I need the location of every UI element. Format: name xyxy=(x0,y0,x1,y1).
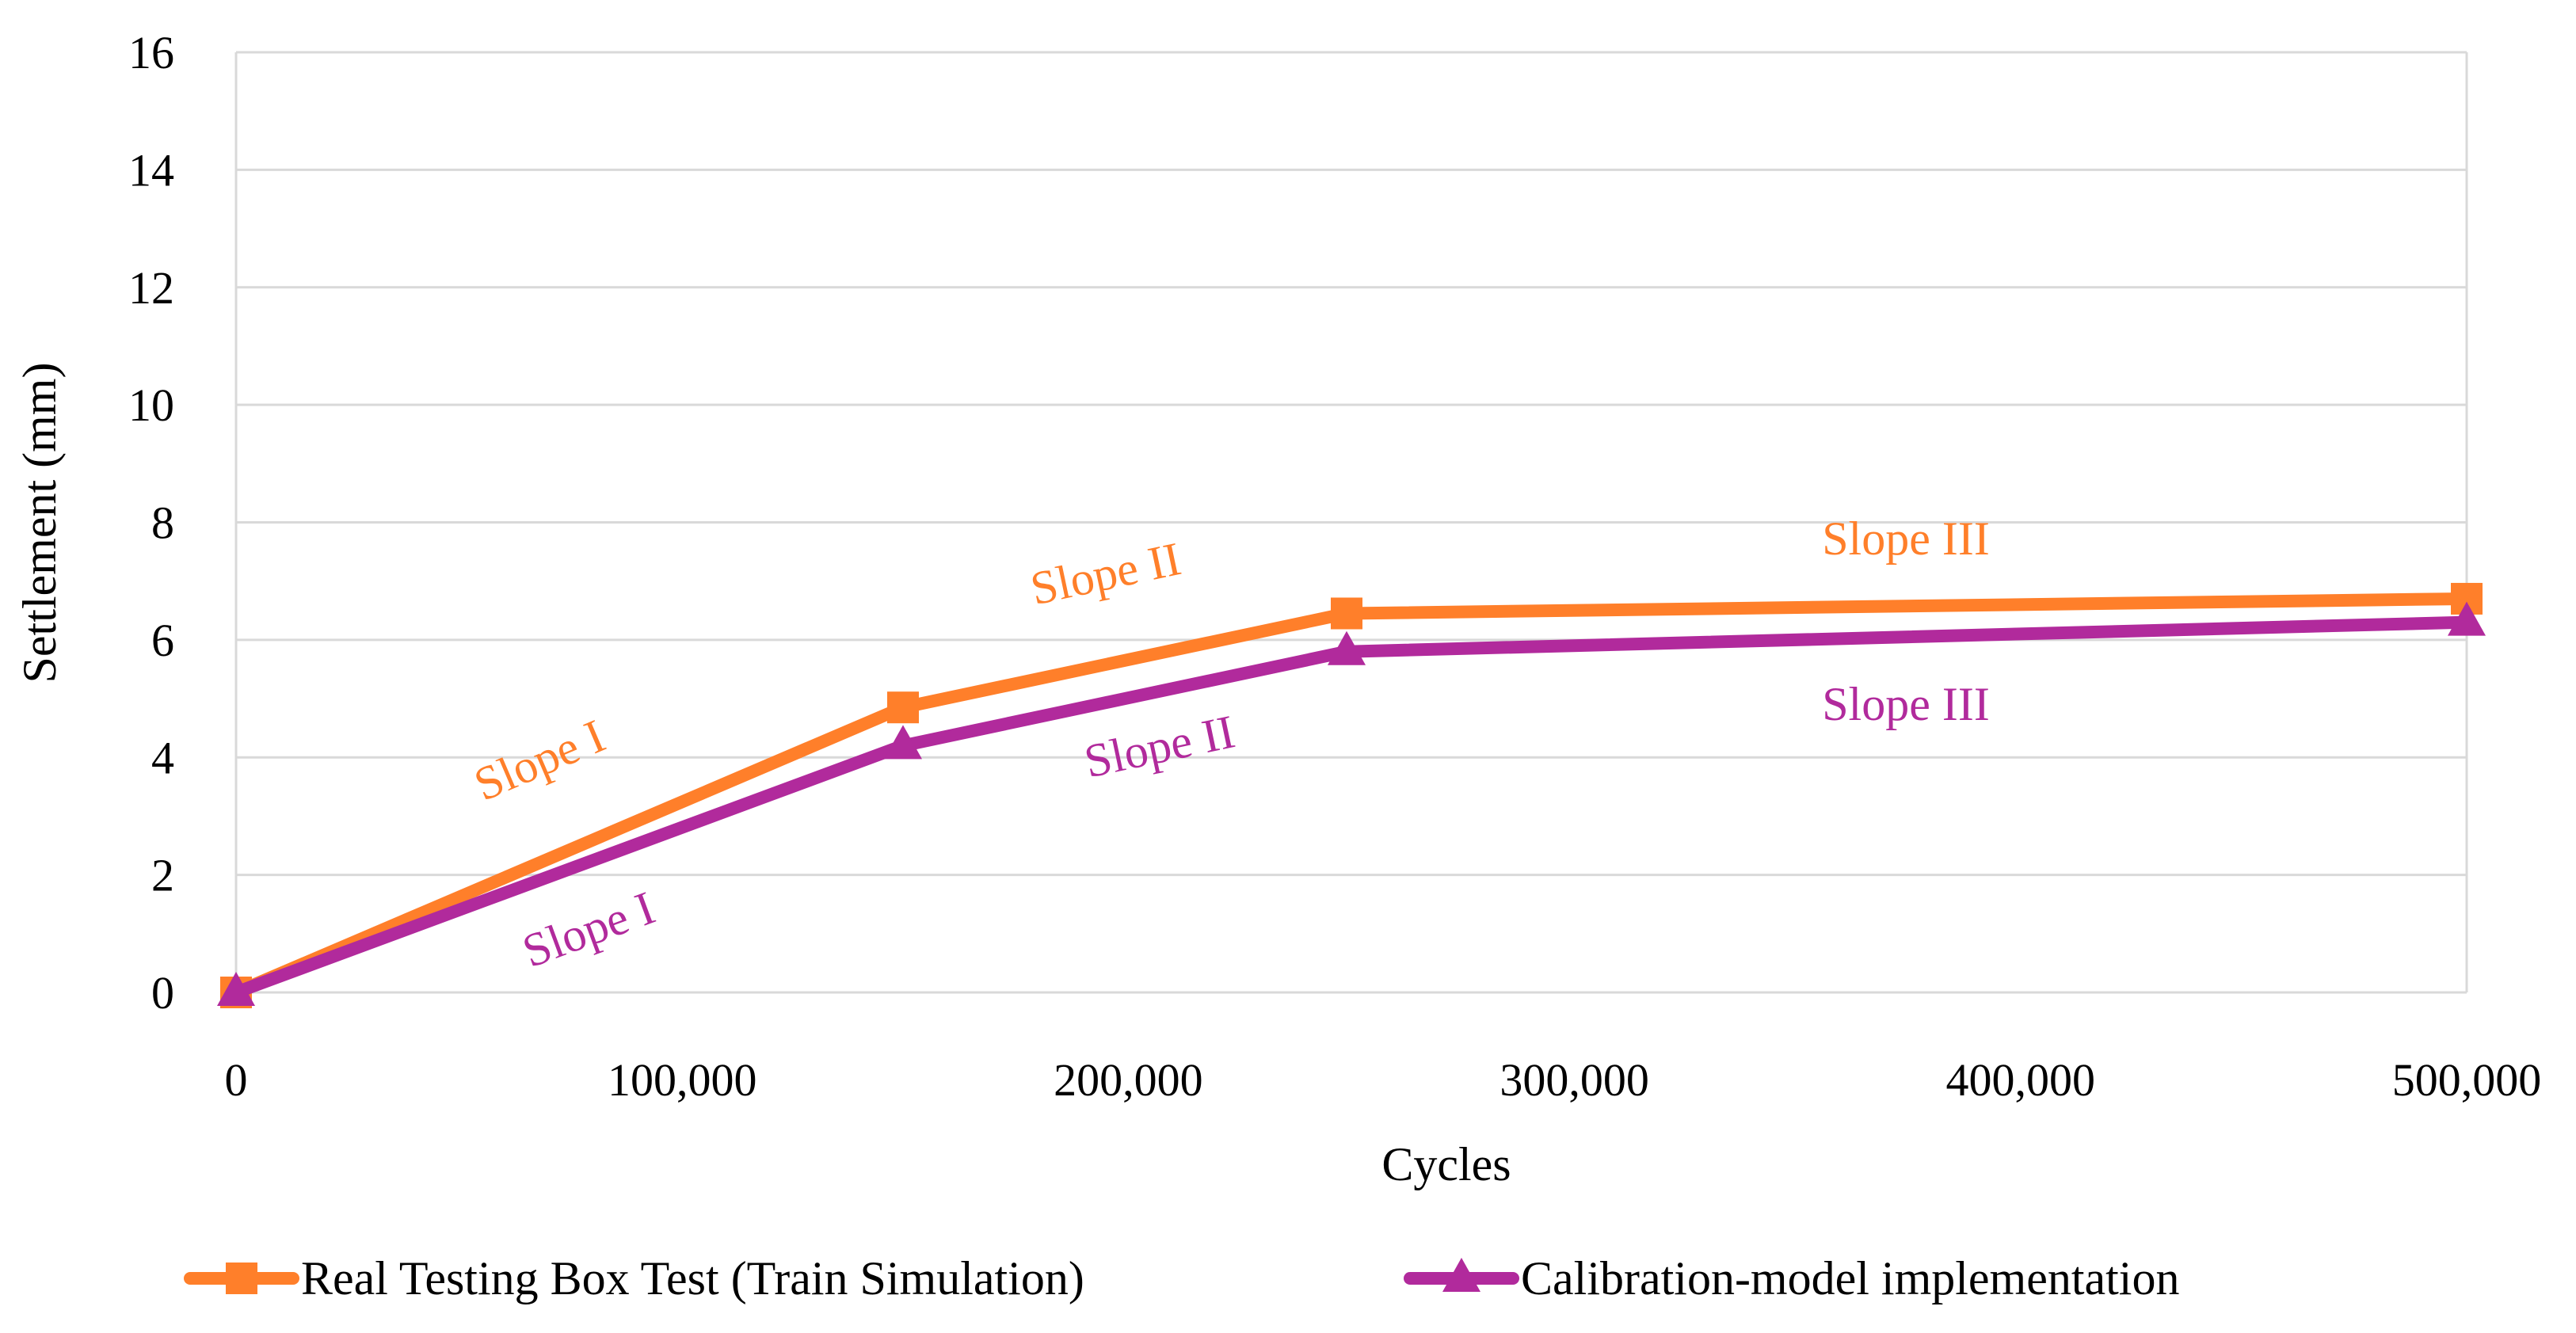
gridlines xyxy=(234,51,2468,994)
y-tick-label: 12 xyxy=(128,262,174,314)
legend-label: Calibration-model implementation xyxy=(1521,1252,2179,1304)
slope-annotation: Slope III xyxy=(1822,678,1990,730)
x-tick-label: 0 xyxy=(225,1054,248,1106)
x-tick-label: 200,000 xyxy=(1054,1054,1203,1106)
y-tick-label: 14 xyxy=(128,144,174,196)
y-tick-label: 8 xyxy=(151,497,174,549)
legend-item-1: Real Testing Box Test (Train Simulation) xyxy=(184,1252,1084,1304)
y-axis-title: Settlement (mm) xyxy=(13,363,66,684)
y-axis-ticks: 0 2 4 6 8 10 12 14 16 xyxy=(128,27,174,1019)
legend-marker-triangle xyxy=(1442,1258,1480,1292)
legend-item-2: Calibration-model implementation xyxy=(1404,1252,2179,1304)
x-tick-label: 300,000 xyxy=(1499,1054,1649,1106)
x-axis-title: Cycles xyxy=(1381,1138,1511,1190)
legend-label: Real Testing Box Test (Train Simulation) xyxy=(301,1252,1084,1304)
slope-annotation: Slope III xyxy=(1822,512,1990,565)
y-tick-label: 4 xyxy=(151,732,174,783)
series-line-1 xyxy=(230,592,2473,999)
data-series xyxy=(217,582,2486,1008)
x-tick-label: 100,000 xyxy=(608,1054,757,1106)
y-tick-label: 0 xyxy=(151,967,174,1019)
series-line-2 xyxy=(230,615,2473,999)
x-axis-ticks: 0 100,000 200,000 300,000 400,000 500,000 xyxy=(225,1054,2542,1106)
x-tick-label: 400,000 xyxy=(1946,1054,2096,1106)
data-point-square xyxy=(887,691,919,724)
y-tick-label: 6 xyxy=(151,615,174,666)
data-point-triangle xyxy=(1328,630,1366,665)
data-point-triangle xyxy=(217,972,255,1006)
data-point-square xyxy=(1331,597,1362,630)
x-tick-label: 500,000 xyxy=(2392,1054,2542,1106)
y-tick-label: 2 xyxy=(151,850,174,901)
y-tick-label: 16 xyxy=(128,27,174,78)
legend: Real Testing Box Test (Train Simulation)… xyxy=(184,1252,2179,1304)
y-tick-label: 10 xyxy=(128,379,174,431)
legend-marker-square xyxy=(226,1263,257,1294)
data-point-triangle xyxy=(884,725,922,760)
data-point-triangle xyxy=(2448,601,2486,636)
